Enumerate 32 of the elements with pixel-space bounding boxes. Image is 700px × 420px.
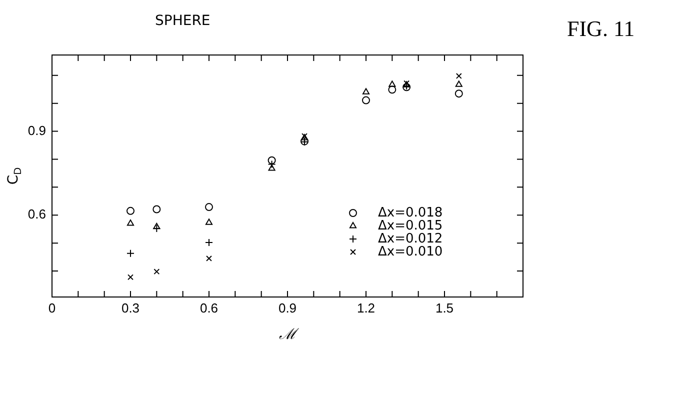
x-tick-label: 0.6 — [200, 300, 218, 316]
point — [454, 90, 463, 98]
point — [362, 96, 370, 104]
y-axis-title: CD — [6, 167, 24, 185]
legend-label: Δx=0.012 — [378, 231, 443, 246]
legend-label: Δx=0.010 — [378, 244, 443, 260]
point — [456, 72, 462, 79]
x-tick-label: 1.2 — [356, 300, 376, 316]
x-tick-label: 1.5 — [435, 300, 454, 316]
chart-title: SPHERE — [155, 13, 210, 29]
x-tick-label: 0 — [48, 300, 56, 316]
point — [206, 255, 212, 262]
point — [268, 156, 276, 164]
point — [128, 274, 134, 280]
point — [154, 268, 160, 275]
point — [152, 205, 161, 214]
legend-label: Δx=0.015 — [378, 218, 443, 234]
point — [388, 80, 396, 87]
point — [268, 164, 276, 171]
x-tick-label: 0.3 — [121, 300, 140, 316]
point — [205, 218, 213, 225]
x-tick-label: 0.9 — [278, 300, 297, 316]
caption: FIG. 11 — [567, 16, 635, 42]
point — [388, 86, 396, 94]
legend-label: Δx=0.018 — [378, 205, 443, 220]
point — [126, 206, 134, 215]
point — [205, 203, 213, 212]
point — [362, 88, 370, 94]
x-axis-title: ℳ — [279, 324, 299, 343]
point — [153, 222, 160, 230]
point — [455, 80, 462, 87]
point — [126, 220, 134, 226]
